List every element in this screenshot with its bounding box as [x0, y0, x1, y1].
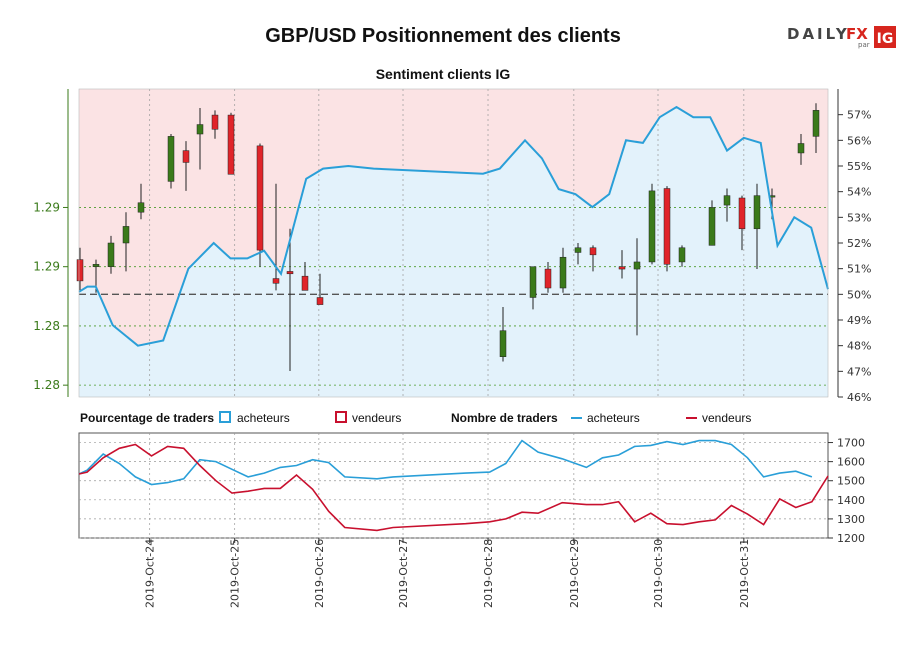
legend-sellers-swatch	[335, 411, 347, 423]
candle-body-10	[256, 145, 264, 251]
left-tick-label-3: 1.29	[33, 200, 60, 214]
candle-body-late-5	[559, 256, 567, 289]
legend-count-sellers: vendeurs	[702, 411, 751, 425]
candle-body-late-9	[633, 261, 641, 270]
lower-xtick-label-2: 2019-Oct-26	[313, 539, 326, 608]
right-tick-label-9: 55%	[847, 160, 871, 173]
left-tick-label-0: 1.28	[33, 378, 60, 392]
lower-ytick-label-2: 1400	[837, 494, 865, 507]
candle-body-late-11	[663, 188, 671, 265]
legend-pct-sellers: vendeurs	[352, 411, 401, 425]
lower-frame	[78, 432, 829, 539]
candle-body-late-7	[589, 247, 597, 256]
count-line-vendeurs	[78, 443, 829, 532]
candle-body-4	[137, 202, 145, 213]
lower-xtick-label-4: 2019-Oct-28	[482, 539, 495, 608]
candle-body-1	[92, 264, 100, 267]
lower-xtick-label-7: 2019-Oct-31	[738, 539, 751, 608]
right-tick-label-11: 57%	[847, 109, 871, 122]
candle-body-late-12	[678, 247, 686, 263]
right-tick-label-6: 52%	[847, 237, 871, 250]
buyer-area	[79, 107, 828, 397]
logo-par: par	[858, 41, 870, 49]
candle-body-late-8	[618, 266, 626, 270]
right-tick-label-2: 48%	[847, 340, 871, 353]
candle-body-late-1	[316, 297, 324, 305]
legend-count-header: Nombre de traders	[451, 411, 558, 425]
right-tick-label-5: 51%	[847, 263, 871, 276]
candle-body-7	[196, 124, 204, 135]
right-tick-label-3: 49%	[847, 314, 871, 327]
candle-body-late-15	[738, 197, 746, 230]
lower-ytick-label-0: 1200	[837, 532, 865, 545]
candle-body-late-19	[812, 110, 820, 137]
lower-xtick-label-3: 2019-Oct-27	[397, 539, 410, 608]
candle-body-3	[122, 226, 130, 244]
legend-count-buyers: acheteurs	[587, 411, 640, 425]
lower-ytick-label-4: 1600	[837, 456, 865, 469]
right-tick-label-8: 54%	[847, 186, 871, 199]
chart-subtitle: Sentiment clients IG	[376, 66, 511, 82]
logo-ig-box	[874, 26, 896, 48]
candle-body-0	[76, 259, 84, 282]
lower-xtick-label-0: 2019-Oct-24	[144, 539, 157, 608]
candle-body-late-18	[797, 143, 805, 154]
candle-body-8	[211, 114, 219, 130]
candle-body-12	[286, 271, 294, 275]
candle-body-late-2	[499, 330, 507, 357]
lower-xtick-label-1: 2019-Oct-25	[229, 539, 242, 608]
upper-frame	[78, 88, 829, 398]
legend-buyers-swatch	[219, 411, 231, 423]
logo-daily: DAILY	[787, 25, 850, 43]
candle-body-late-6	[574, 247, 582, 253]
lower-xtick-label-6: 2019-Oct-30	[652, 539, 665, 608]
candle-body-9	[227, 114, 235, 175]
lower-ytick-label-5: 1700	[837, 437, 865, 450]
candle-body-late-10	[648, 190, 656, 263]
count-line-acheteurs	[78, 439, 813, 486]
legend-pct-buyers: acheteurs	[237, 411, 290, 425]
candle-body-11	[272, 278, 280, 284]
lower-ytick-label-1: 1300	[837, 513, 865, 526]
candle-body-late-4	[544, 268, 552, 289]
right-tick-label-7: 53%	[847, 211, 871, 224]
trader-count-panel: 1200 1300 1400 1500 1600 1700 2019-Oct-24 2019-…	[78, 432, 865, 608]
candle-body-late-0	[301, 275, 309, 291]
right-tick-label-1: 47%	[847, 365, 871, 378]
candle-body-5	[167, 136, 175, 182]
right-tick-label-4: 50%	[847, 288, 871, 301]
lower-xtick-label-5: 2019-Oct-29	[568, 539, 581, 608]
legend-pct-header: Pourcentage de traders	[80, 411, 214, 425]
buyer-pct-line	[78, 105, 829, 347]
left-tick-label-1: 1.28	[33, 319, 60, 333]
sentiment-price-panel: 1.28 1.28 1.29 1.29 46% 47% 48% 49% 50% 51% 52% 53%…	[33, 88, 871, 404]
right-tick-label-0: 46%	[847, 391, 871, 404]
right-tick-label-10: 56%	[847, 134, 871, 147]
candle-body-2	[107, 242, 115, 267]
logo-fx: FX	[846, 25, 868, 43]
candle-body-late-14	[723, 195, 731, 206]
candle-body-6	[182, 150, 190, 163]
lower-ytick-label-3: 1500	[837, 475, 865, 488]
candle-body-late-16	[753, 195, 761, 230]
candle-body-late-3	[529, 266, 537, 298]
chart-title: GBP/USD Positionnement des clients	[265, 25, 621, 47]
candle-body-late-13	[708, 207, 716, 246]
legend: Pourcentage de traders acheteurs vendeur…	[80, 411, 751, 425]
left-tick-label-2: 1.29	[33, 260, 60, 274]
dailyfx-ig-logo: DAILY FX par IG	[787, 25, 896, 49]
logo-ig: IG	[877, 31, 894, 47]
